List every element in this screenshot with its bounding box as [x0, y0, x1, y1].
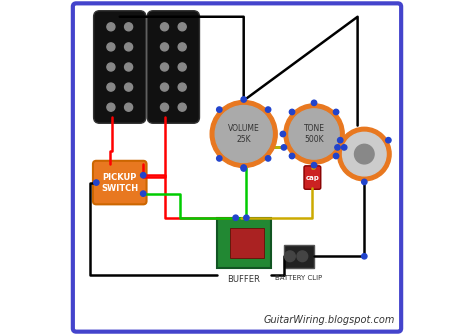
Circle shape	[217, 156, 222, 161]
Circle shape	[297, 251, 308, 262]
Circle shape	[107, 103, 115, 111]
Circle shape	[233, 215, 238, 220]
Circle shape	[244, 215, 249, 220]
Circle shape	[362, 179, 367, 185]
Circle shape	[125, 103, 133, 111]
Circle shape	[210, 100, 277, 168]
Circle shape	[107, 63, 115, 71]
Circle shape	[107, 23, 115, 31]
FancyBboxPatch shape	[147, 11, 200, 123]
Circle shape	[107, 83, 115, 91]
Circle shape	[125, 23, 133, 31]
Circle shape	[284, 104, 344, 164]
Circle shape	[241, 166, 246, 171]
Circle shape	[161, 83, 169, 91]
Text: PICKUP
SWITCH: PICKUP SWITCH	[101, 173, 138, 193]
FancyBboxPatch shape	[93, 161, 146, 204]
Circle shape	[215, 106, 272, 162]
Circle shape	[161, 43, 169, 51]
Circle shape	[140, 173, 146, 178]
Text: VOLUME
25K: VOLUME 25K	[228, 124, 260, 144]
Circle shape	[161, 103, 169, 111]
Circle shape	[178, 83, 186, 91]
Text: TONE
500K: TONE 500K	[303, 124, 325, 144]
Circle shape	[337, 127, 391, 181]
FancyBboxPatch shape	[304, 166, 321, 189]
FancyBboxPatch shape	[94, 11, 146, 123]
Circle shape	[161, 23, 169, 31]
Circle shape	[342, 145, 347, 150]
Circle shape	[289, 109, 295, 115]
Circle shape	[178, 103, 186, 111]
Circle shape	[280, 131, 285, 137]
Circle shape	[217, 107, 222, 112]
Text: cap: cap	[305, 175, 319, 181]
Circle shape	[241, 97, 246, 102]
Circle shape	[94, 180, 99, 185]
FancyBboxPatch shape	[73, 3, 401, 332]
Circle shape	[333, 109, 339, 115]
Circle shape	[311, 162, 317, 168]
Circle shape	[386, 137, 391, 143]
Text: BATTERY CLIP: BATTERY CLIP	[275, 275, 323, 281]
Circle shape	[125, 63, 133, 71]
Circle shape	[178, 23, 186, 31]
Circle shape	[284, 251, 295, 262]
Circle shape	[241, 165, 246, 170]
Circle shape	[343, 132, 386, 176]
Text: GuitarWiring.blogspot.com: GuitarWiring.blogspot.com	[263, 315, 394, 325]
Circle shape	[289, 153, 295, 159]
Circle shape	[355, 144, 374, 164]
Text: BUFFER: BUFFER	[227, 275, 260, 284]
Circle shape	[281, 145, 287, 150]
Circle shape	[265, 107, 271, 112]
Circle shape	[125, 43, 133, 51]
Bar	[284, 245, 314, 268]
Circle shape	[333, 153, 339, 159]
Circle shape	[311, 100, 317, 106]
Circle shape	[178, 63, 186, 71]
Circle shape	[335, 145, 340, 150]
Circle shape	[362, 254, 367, 259]
Circle shape	[161, 63, 169, 71]
Circle shape	[265, 156, 271, 161]
Circle shape	[289, 109, 339, 159]
Bar	[230, 228, 264, 258]
Circle shape	[107, 43, 115, 51]
Circle shape	[125, 83, 133, 91]
Bar	[217, 218, 271, 268]
Circle shape	[140, 191, 146, 196]
Circle shape	[337, 137, 343, 143]
Circle shape	[178, 43, 186, 51]
